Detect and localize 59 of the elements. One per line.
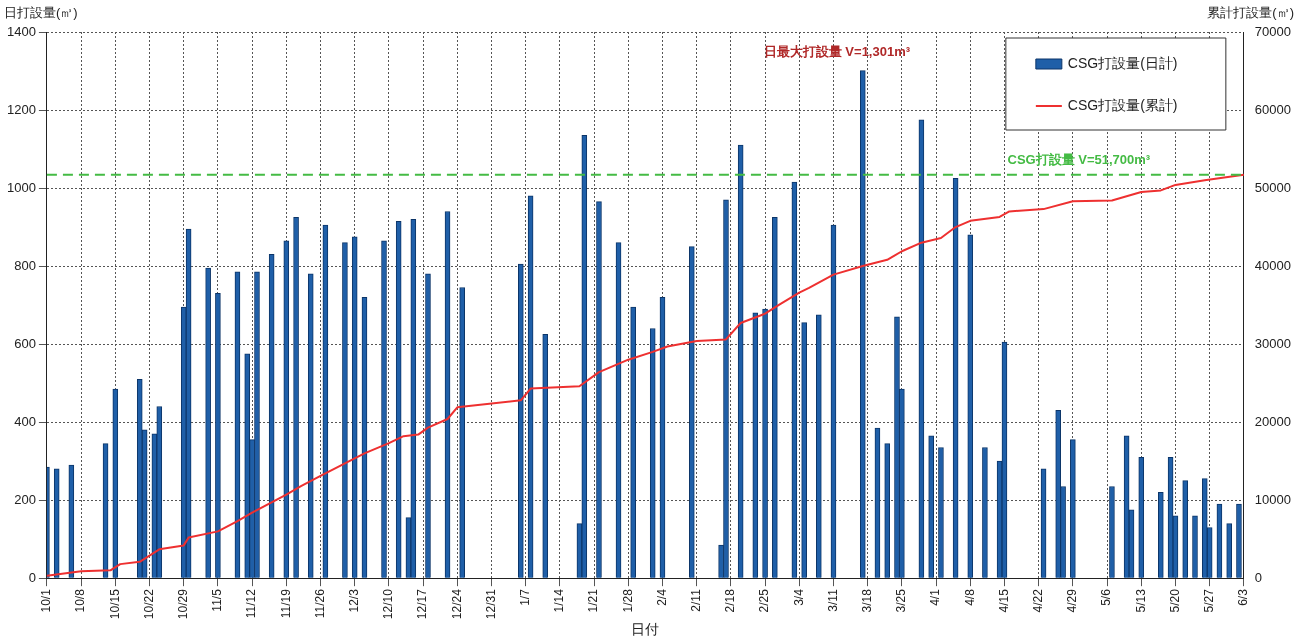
x-tick-label: 5/27 — [1201, 588, 1216, 613]
x-axis-title: 日付 — [631, 621, 660, 638]
legend-label: CSG打設量(累計) — [1067, 96, 1178, 113]
y2-tick-label: 50000 — [1254, 179, 1292, 195]
x-tick-label: 12/17 — [415, 588, 430, 620]
x-tick-label: 1/7 — [518, 588, 532, 606]
x-tick-label: 12/24 — [449, 588, 464, 620]
y2-tick-label: 0 — [1254, 569, 1263, 585]
x-tick-label: 12/3 — [347, 588, 362, 613]
y2-tick-label: 10000 — [1254, 491, 1292, 507]
x-tick-label: 4/1 — [928, 588, 943, 606]
y-tick-label: 200 — [14, 491, 36, 507]
y-tick-label: 1200 — [7, 101, 36, 117]
x-tick-label: 10/1 — [39, 588, 54, 613]
y-tick-label: 600 — [14, 335, 36, 351]
x-tick-label: 1/21 — [586, 588, 601, 613]
x-tick-label: 10/22 — [141, 588, 156, 620]
x-tick-label: 11/5 — [210, 588, 225, 612]
x-tick-label: 2/18 — [723, 588, 738, 613]
x-tick-label: 2/4 — [654, 588, 669, 606]
x-tick-label: 2/11 — [688, 588, 703, 612]
y-tick-label: 400 — [14, 413, 36, 429]
x-tick-label: 4/8 — [962, 588, 977, 606]
x-tick-label: 12/10 — [381, 588, 396, 620]
x-tick-label: 1/28 — [620, 588, 635, 613]
y2-tick-label: 20000 — [1254, 413, 1292, 429]
y2-tick-label: 70000 — [1254, 23, 1292, 39]
y-tick-label: 1400 — [7, 23, 36, 39]
x-tick-label: 2/25 — [757, 588, 772, 613]
x-tick-label: 10/15 — [107, 588, 122, 620]
y-tick-label: 800 — [14, 257, 36, 273]
x-tick-label: 5/13 — [1133, 588, 1148, 613]
x-tick-label: 10/29 — [176, 588, 191, 620]
x-tick-label: 6/3 — [1236, 588, 1251, 606]
y2-tick-label: 60000 — [1254, 101, 1292, 117]
x-tick-label: 5/20 — [1167, 588, 1182, 613]
legend-label: CSG打設量(日計) — [1067, 54, 1178, 71]
x-tick-label: 11/26 — [312, 588, 327, 619]
ref-line-label: CSG打設量 V=51,700m³ — [1007, 151, 1151, 167]
x-tick-label: 1/14 — [552, 588, 567, 613]
x-tick-label: 4/22 — [1030, 588, 1045, 613]
y2-axis-title: 累計打設量(㎥) — [1207, 5, 1294, 21]
x-tick-label: 3/18 — [859, 588, 874, 613]
x-tick-label: 3/25 — [894, 588, 909, 613]
x-tick-label: 12/31 — [483, 588, 498, 620]
y2-tick-label: 40000 — [1254, 257, 1292, 273]
y-tick-label: 0 — [28, 569, 36, 585]
x-tick-label: 10/8 — [73, 588, 88, 613]
x-tick-label: 3/11 — [825, 588, 840, 612]
x-tick-label: 3/4 — [791, 588, 806, 606]
x-tick-label: 11/12 — [244, 588, 259, 619]
x-tick-label: 11/19 — [278, 588, 293, 619]
annotation: 日最大打設量 V=1,301m³ — [763, 43, 911, 59]
y-axis-title: 日打設量(㎥) — [4, 5, 78, 21]
x-tick-label: 5/6 — [1099, 588, 1114, 606]
y2-tick-label: 30000 — [1254, 335, 1292, 351]
x-tick-label: 4/29 — [1065, 588, 1080, 613]
y-tick-label: 1000 — [7, 179, 36, 195]
x-tick-label: 4/15 — [996, 588, 1011, 613]
